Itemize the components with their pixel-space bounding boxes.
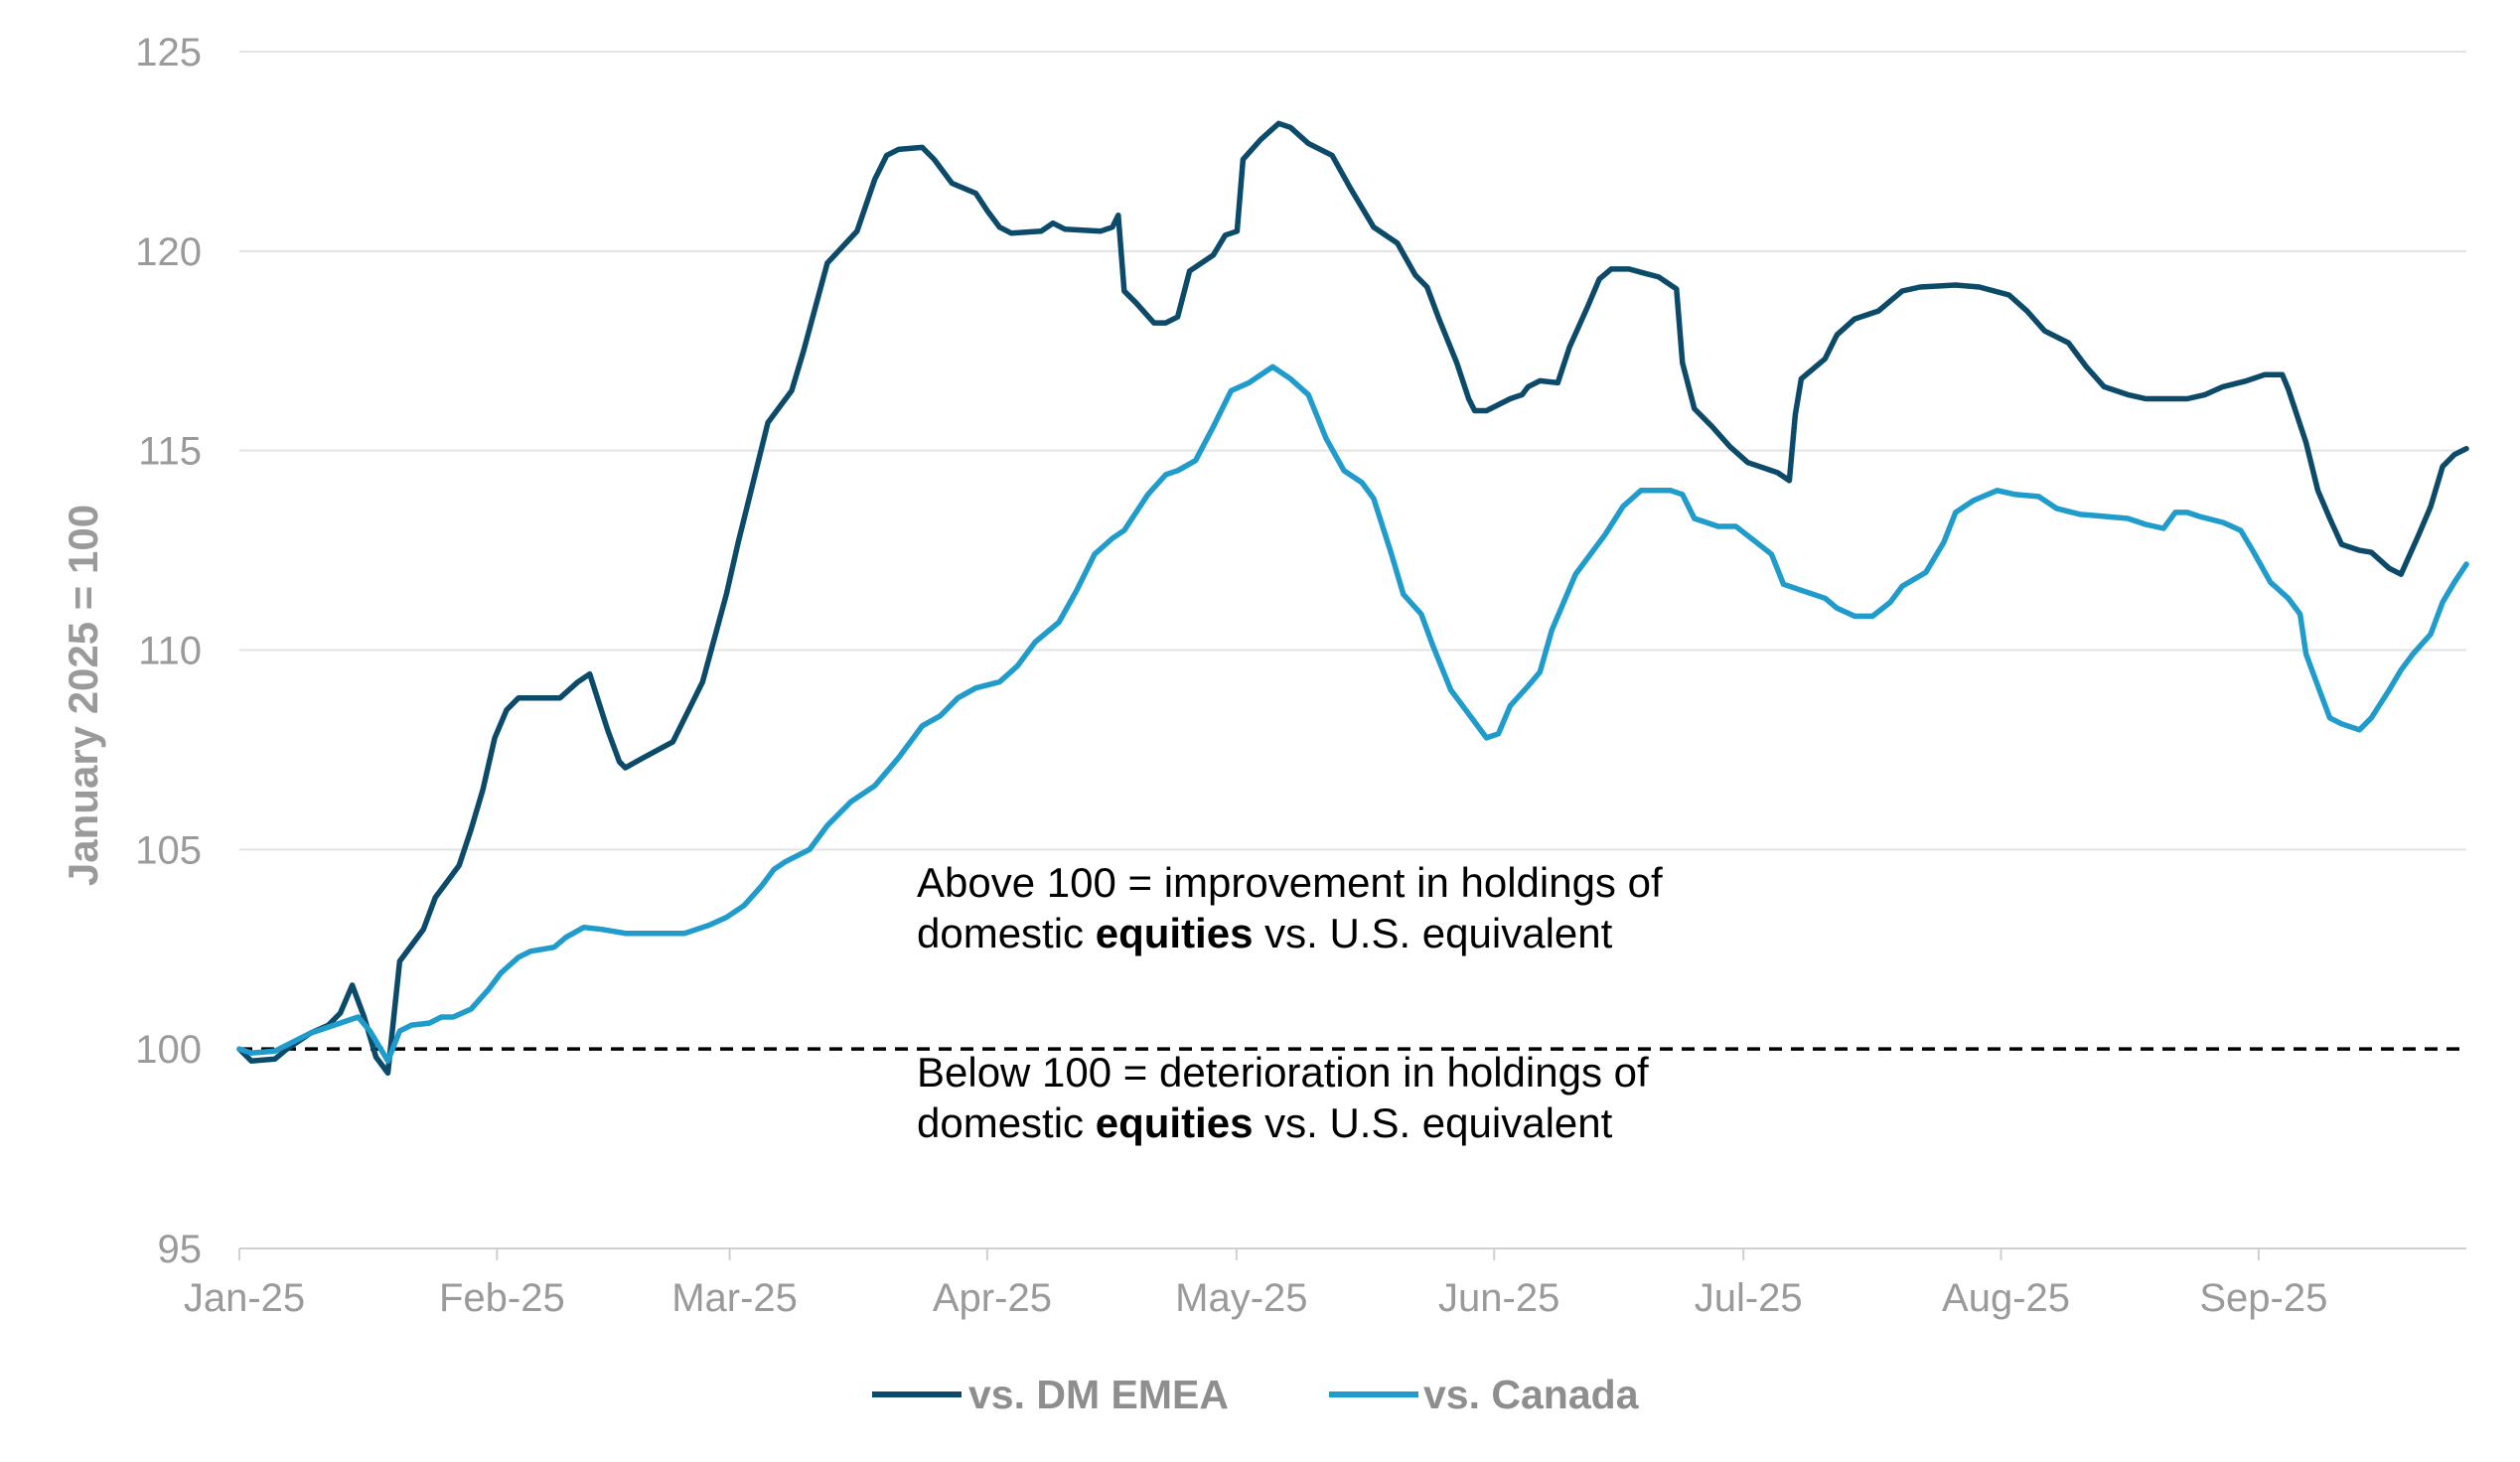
series-line-canada — [236, 364, 2469, 1064]
annotation-above-line1: Above 100 = improvement in holdings of — [917, 859, 1663, 906]
annotation-above-pre: domestic — [917, 910, 1096, 956]
series-lines — [236, 120, 2469, 1077]
annotation-above-line2: domestic equities vs. U.S. equivalent — [917, 910, 1613, 956]
annotation-below-line1: Below 100 = deterioration in holdings of — [917, 1049, 1649, 1096]
series-line-dm-emea — [236, 120, 2469, 1077]
x-axis-ticks: Jan-25 Feb-25 Mar-25 Apr-25 May-25 Jun-25 Jul-… — [184, 1248, 2327, 1320]
annotations: Above 100 = improvement in holdings of d… — [917, 859, 1663, 1146]
y-tick-label: 115 — [138, 430, 202, 474]
y-tick-label: 125 — [135, 31, 202, 74]
annotation-below-line2: domestic equities vs. U.S. equivalent — [917, 1099, 1613, 1146]
x-tick-label: Apr-25 — [933, 1276, 1052, 1320]
y-tick-label: 110 — [138, 630, 202, 673]
x-tick-label: Sep-25 — [2199, 1276, 2327, 1320]
legend-label-canada: vs. Canada — [1423, 1372, 1640, 1417]
y-tick-label: 95 — [158, 1228, 203, 1271]
x-tick-label: Jan-25 — [184, 1276, 305, 1320]
y-tick-label: 120 — [135, 230, 202, 274]
annotation-above-post: vs. U.S. equivalent — [1253, 910, 1612, 956]
gridlines — [239, 51, 2466, 851]
x-tick-label: Aug-25 — [1942, 1276, 2070, 1320]
x-tick-label: May-25 — [1175, 1276, 1307, 1320]
x-tick-label: Jul-25 — [1695, 1276, 1803, 1320]
y-tick-label: 100 — [135, 1028, 202, 1072]
x-tick-label: Feb-25 — [439, 1276, 565, 1320]
annotation-above-bold: equities — [1096, 910, 1254, 956]
y-tick-label: 105 — [135, 828, 202, 872]
annotation-below-post: vs. U.S. equivalent — [1253, 1099, 1612, 1146]
y-axis-label: January 2025 = 100 — [60, 505, 106, 886]
legend: vs. DM EMEA vs. Canada — [872, 1372, 1640, 1417]
x-tick-label: Jun-25 — [1438, 1276, 1559, 1320]
x-tick-label: Mar-25 — [671, 1276, 798, 1320]
annotation-below-pre: domestic — [917, 1099, 1096, 1146]
y-axis-ticks: 125 120 115 110 105 100 95 — [135, 31, 202, 1271]
annotation-below-bold: equities — [1096, 1099, 1254, 1146]
legend-label-dm-emea: vs. DM EMEA — [968, 1372, 1229, 1417]
